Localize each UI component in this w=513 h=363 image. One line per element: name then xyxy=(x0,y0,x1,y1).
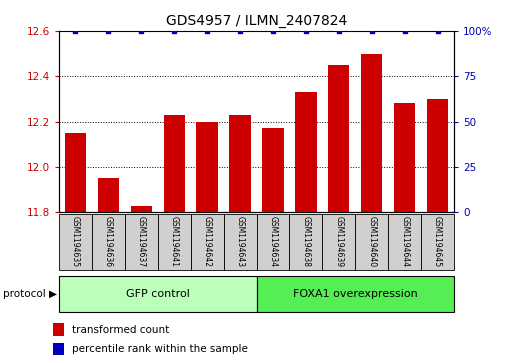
FancyBboxPatch shape xyxy=(224,214,256,270)
Point xyxy=(137,28,145,34)
FancyBboxPatch shape xyxy=(59,276,256,312)
Bar xyxy=(295,92,317,212)
Point xyxy=(104,28,112,34)
Text: GSM1194643: GSM1194643 xyxy=(235,216,245,267)
Text: GFP control: GFP control xyxy=(126,289,190,299)
FancyBboxPatch shape xyxy=(125,214,158,270)
FancyBboxPatch shape xyxy=(158,214,191,270)
Bar xyxy=(394,103,416,212)
Text: transformed count: transformed count xyxy=(72,325,169,335)
Point xyxy=(433,28,442,34)
Text: GSM1194638: GSM1194638 xyxy=(301,216,310,267)
FancyBboxPatch shape xyxy=(92,214,125,270)
Text: GSM1194644: GSM1194644 xyxy=(400,216,409,267)
Bar xyxy=(53,343,64,355)
Text: GSM1194645: GSM1194645 xyxy=(433,216,442,267)
Bar xyxy=(164,115,185,212)
Text: GSM1194637: GSM1194637 xyxy=(137,216,146,267)
Text: GSM1194636: GSM1194636 xyxy=(104,216,113,267)
FancyBboxPatch shape xyxy=(256,214,289,270)
Title: GDS4957 / ILMN_2407824: GDS4957 / ILMN_2407824 xyxy=(166,15,347,28)
Point xyxy=(368,28,376,34)
Bar xyxy=(328,65,349,212)
Bar xyxy=(97,178,119,212)
FancyBboxPatch shape xyxy=(256,276,454,312)
Bar xyxy=(427,99,448,212)
Text: GSM1194639: GSM1194639 xyxy=(334,216,343,267)
Point xyxy=(170,28,179,34)
Bar xyxy=(65,133,86,212)
FancyBboxPatch shape xyxy=(59,214,92,270)
Text: GSM1194640: GSM1194640 xyxy=(367,216,376,267)
Point xyxy=(71,28,80,34)
Point xyxy=(236,28,244,34)
Point xyxy=(203,28,211,34)
Text: protocol ▶: protocol ▶ xyxy=(3,289,56,299)
Bar xyxy=(196,122,218,212)
FancyBboxPatch shape xyxy=(322,214,355,270)
Point xyxy=(302,28,310,34)
Bar xyxy=(262,129,284,212)
FancyBboxPatch shape xyxy=(421,214,454,270)
Point xyxy=(334,28,343,34)
FancyBboxPatch shape xyxy=(289,214,322,270)
Text: GSM1194634: GSM1194634 xyxy=(268,216,278,267)
Text: GSM1194642: GSM1194642 xyxy=(203,216,212,267)
Text: GSM1194635: GSM1194635 xyxy=(71,216,80,267)
Bar xyxy=(361,53,382,212)
Point xyxy=(269,28,277,34)
FancyBboxPatch shape xyxy=(388,214,421,270)
Text: percentile rank within the sample: percentile rank within the sample xyxy=(72,344,247,354)
Bar xyxy=(53,323,64,336)
Bar xyxy=(229,115,251,212)
FancyBboxPatch shape xyxy=(191,214,224,270)
Point xyxy=(401,28,409,34)
Text: FOXA1 overexpression: FOXA1 overexpression xyxy=(293,289,418,299)
FancyBboxPatch shape xyxy=(355,214,388,270)
Bar xyxy=(131,205,152,212)
Text: GSM1194641: GSM1194641 xyxy=(170,216,179,267)
